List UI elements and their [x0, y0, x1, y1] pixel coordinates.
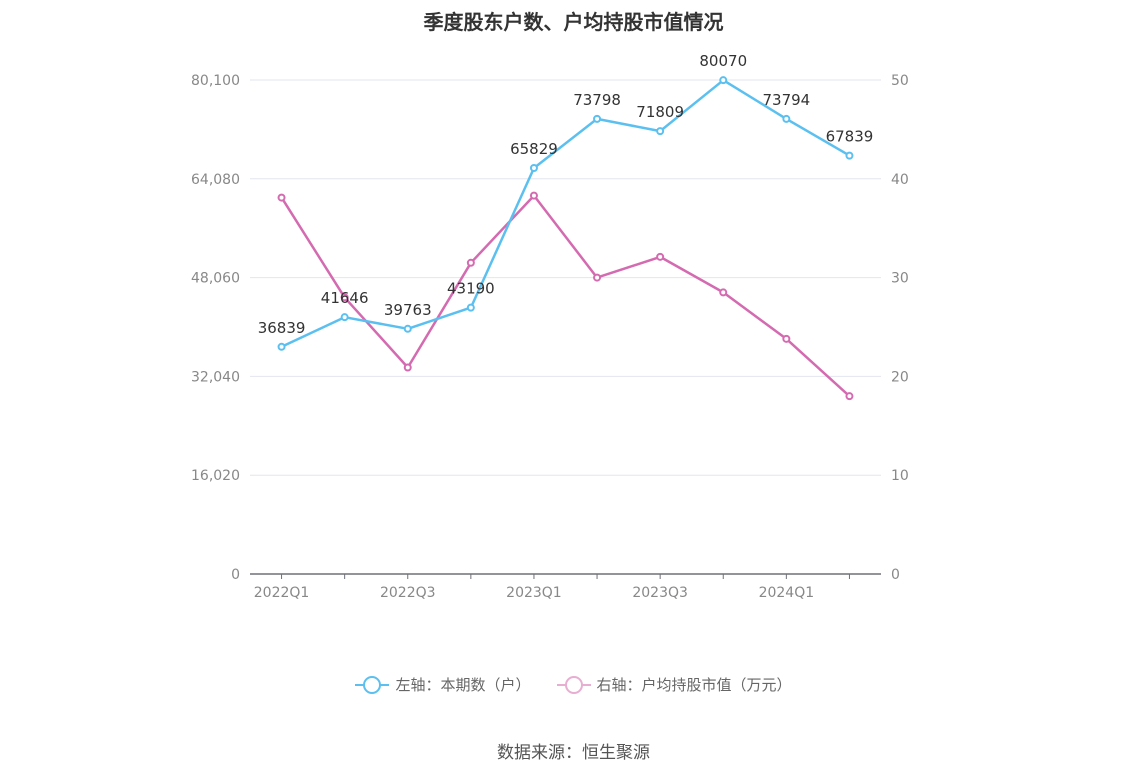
data-point	[403, 363, 412, 372]
right-tick-label: 0	[891, 567, 900, 583]
data-label: 65829	[510, 140, 558, 158]
data-point	[845, 392, 854, 401]
data-point	[593, 114, 602, 123]
x-tick-label: 2023Q3	[632, 585, 688, 601]
x-axis: 2022Q1 2022Q3 2023Q1 2023Q3 2024Q1	[250, 573, 881, 601]
data-source: 数据来源：恒生聚源	[497, 743, 650, 763]
left-tick-label: 32,040	[191, 369, 240, 385]
data-label: 73798	[573, 91, 621, 109]
left-tick-label: 80,100	[191, 73, 240, 89]
legend-label-households: 左轴：本期数（户）	[395, 676, 531, 694]
right-tick-label: 20	[891, 369, 909, 385]
data-point	[719, 288, 728, 297]
data-point	[782, 334, 791, 343]
data-point	[529, 191, 538, 200]
x-tick-label: 2024Q1	[759, 585, 815, 601]
right-tick-label: 30	[891, 271, 909, 287]
right-tick-label: 40	[891, 172, 909, 188]
data-point	[403, 324, 412, 333]
right-tick-label: 10	[891, 468, 909, 484]
legend-item-avg-value[interactable]: 右轴：户均持股市值（万元）	[556, 674, 792, 695]
data-point	[277, 342, 286, 351]
data-label: 73794	[762, 91, 810, 109]
legend: 左轴：本期数（户） 右轴：户均持股市值（万元）	[0, 674, 1147, 695]
series-line-avg-value	[280, 194, 851, 398]
data-label: 41646	[321, 289, 369, 307]
data-label: 43190	[447, 280, 495, 298]
x-tick-label: 2023Q1	[506, 585, 562, 601]
data-point	[340, 293, 349, 302]
left-tick-label: 64,080	[191, 172, 240, 188]
data-point	[529, 164, 538, 173]
legend-item-households[interactable]: 左轴：本期数（户）	[355, 674, 531, 695]
legend-swatch-avg-value	[556, 675, 591, 695]
data-point	[656, 127, 665, 136]
legend-swatch-households	[355, 675, 390, 695]
data-point	[593, 273, 602, 282]
left-tick-label: 0	[231, 567, 240, 583]
chart-title: 季度股东户数、户均持股市值情况	[423, 10, 724, 34]
left-tick-label: 16,020	[191, 468, 240, 484]
x-tick-label: 2022Q3	[380, 585, 436, 601]
data-point	[277, 193, 286, 202]
data-label: 71809	[636, 103, 684, 121]
left-axis-ticks: 0 16,020 32,040 48,060 64,080 80,100	[191, 73, 240, 583]
x-tick-label: 2022Q1	[254, 585, 310, 601]
left-tick-label: 48,060	[191, 271, 240, 287]
data-label: 67839	[826, 128, 874, 146]
data-point	[656, 252, 665, 261]
data-point	[845, 151, 854, 160]
grid-lines	[250, 79, 881, 476]
legend-label-avg-value: 右轴：户均持股市值（万元）	[596, 676, 792, 694]
data-label: 36839	[258, 319, 306, 337]
data-point	[719, 76, 728, 85]
right-axis-ticks: 0 10 20 30 40 50	[891, 73, 909, 583]
series-layer: 36839 41646 39763 43190 65829 73798 71809 80070…	[258, 52, 874, 401]
data-label: 39763	[384, 301, 432, 319]
data-point	[466, 258, 475, 267]
data-point	[466, 303, 475, 312]
data-point	[782, 114, 791, 123]
data-label: 80070	[699, 52, 747, 70]
series-line-households	[281, 78, 851, 348]
right-tick-label: 50	[891, 73, 909, 89]
data-point	[340, 313, 349, 322]
